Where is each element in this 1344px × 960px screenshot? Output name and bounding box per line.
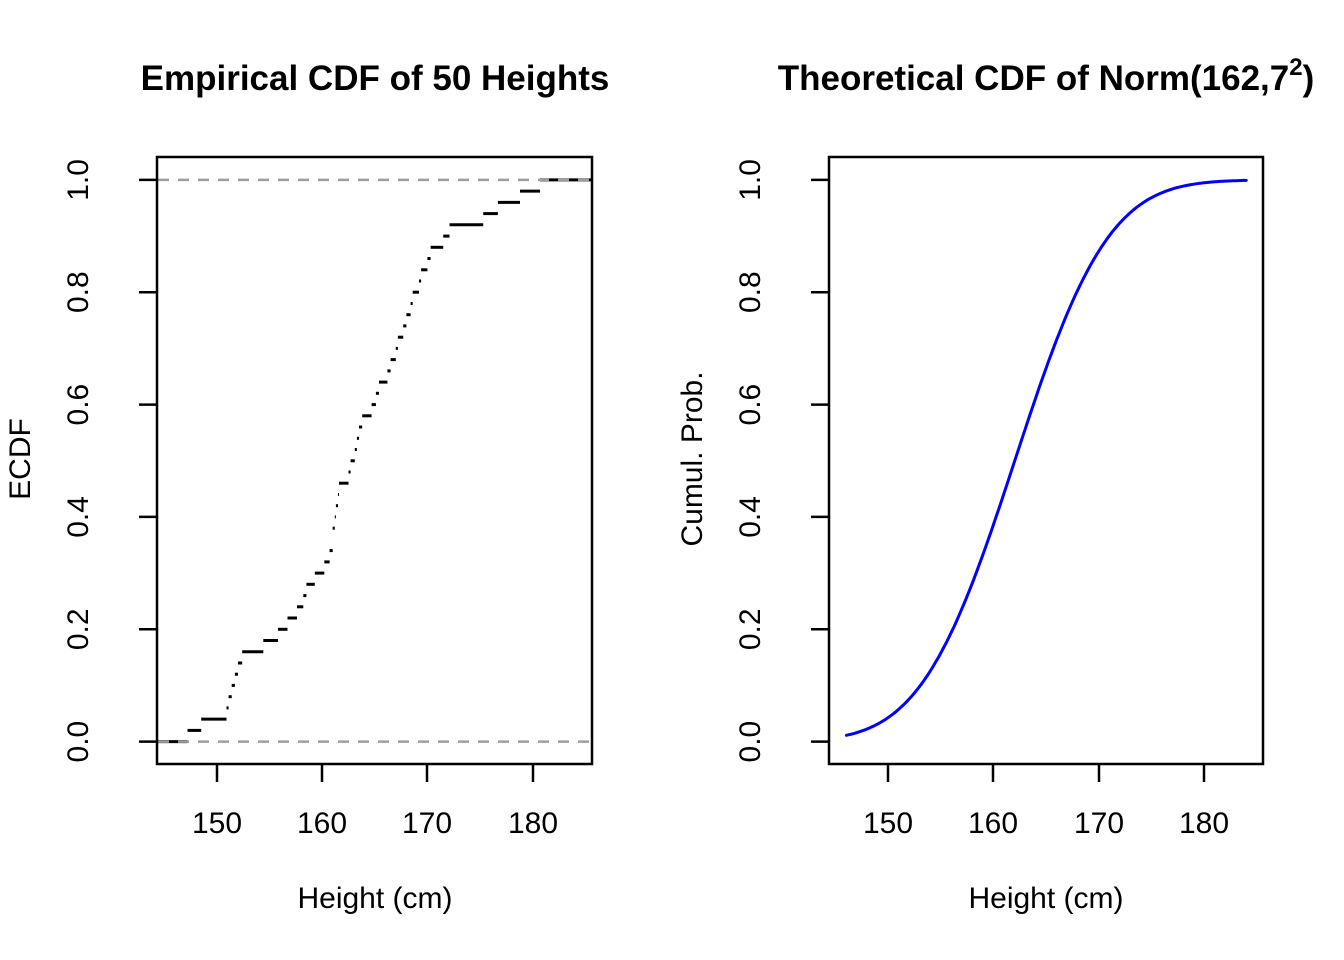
- x-tick-label: 180: [508, 807, 558, 840]
- normal-cdf-curve: [844, 178, 1248, 737]
- y-tick-label: 0.0: [734, 721, 767, 763]
- y-tick-label: 0.8: [734, 271, 767, 313]
- y-axis-label: ECDF: [4, 418, 37, 500]
- y-tick-label: 1.0: [62, 159, 95, 201]
- plot-title-superscript: 2: [1289, 54, 1302, 81]
- x-tick-label: 150: [192, 807, 242, 840]
- plot-title: Theoretical CDF of Norm(162,72): [778, 54, 1315, 98]
- y-tick-label: 0.4: [734, 496, 767, 538]
- y-tick-label: 0.4: [62, 496, 95, 538]
- plot-box: [155, 155, 594, 766]
- y-tick-label: 0.6: [734, 384, 767, 426]
- x-axis-label: Height (cm): [297, 882, 452, 915]
- y-tick-label: 0.6: [62, 384, 95, 426]
- x-tick-label: 150: [863, 807, 913, 840]
- x-tick-label: 160: [968, 807, 1018, 840]
- plot-title: Empirical CDF of 50 Heights: [141, 59, 610, 98]
- x-tick-label: 160: [297, 807, 347, 840]
- x-tick-label: 180: [1179, 807, 1229, 840]
- plot-box: [827, 155, 1265, 766]
- right-plot: 150 160 170 180 0.0 0.2 0.4 0.6 0.8 1.0 …: [676, 54, 1314, 915]
- y-tick-label: 1.0: [734, 159, 767, 201]
- y-tick-label: 0.2: [734, 608, 767, 650]
- x-tick-label: 170: [402, 807, 452, 840]
- ecdf-curve: [158, 178, 591, 744]
- y-tick-label: 0.2: [62, 608, 95, 650]
- y-axis-label: Cumul. Prob.: [676, 371, 709, 546]
- plot-title-suffix: ): [1303, 59, 1315, 98]
- y-tick-label: 0.0: [62, 721, 95, 763]
- plot-title-main: Theoretical CDF of Norm(162,7: [778, 59, 1290, 98]
- x-tick-label: 170: [1074, 807, 1124, 840]
- y-tick-label: 0.8: [62, 271, 95, 313]
- left-plot: 150 160 170 180 0.0 0.2 0.4 0.6 0.8 1.0 …: [4, 59, 609, 915]
- x-axis-label: Height (cm): [968, 882, 1123, 915]
